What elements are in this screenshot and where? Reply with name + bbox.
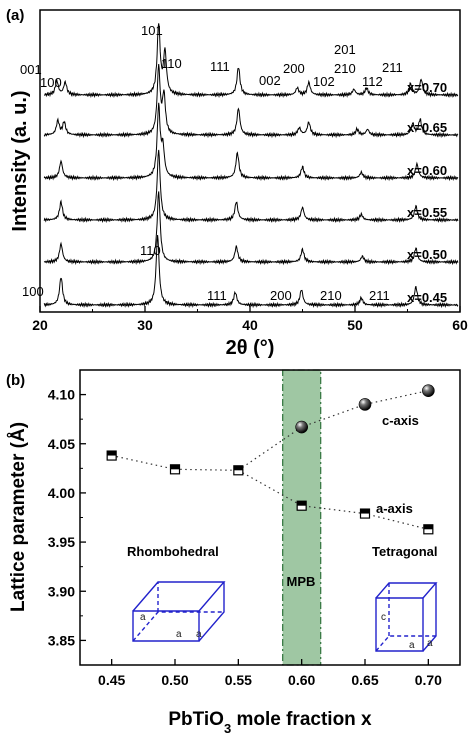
- peak-label-200-bottom: 200: [270, 288, 292, 303]
- xrd-trace: [43, 149, 459, 224]
- xrd-trace: [43, 235, 459, 309]
- xrd-trace: [44, 23, 459, 99]
- sphere-marker: [422, 384, 435, 397]
- series-label: x=0.60: [407, 163, 447, 178]
- panel-a-frame: [39, 9, 461, 313]
- half-square-marker: [106, 450, 117, 461]
- peak-label-201: 201: [334, 42, 356, 57]
- peak-label-001: 001: [20, 62, 42, 77]
- peak-label-210-bottom: 210: [320, 288, 342, 303]
- c-axis-label: c-axis: [382, 413, 419, 428]
- trend-line-a-axis: [238, 469, 429, 530]
- sphere-marker: [295, 420, 308, 434]
- panel-b-xlabel-main: PbTiO: [168, 709, 224, 730]
- tetragonal-cell-icon: [375, 582, 438, 652]
- x-tick-label: 30: [137, 317, 153, 333]
- half-square-marker: [423, 524, 434, 535]
- xrd-trace: [43, 102, 459, 182]
- panel-b-markers: [106, 384, 435, 535]
- phase-label-tetragonal: Tetragonal: [372, 544, 438, 559]
- peak-label-210-top: 210: [334, 61, 356, 76]
- x-tick-label: 0.55: [225, 672, 252, 688]
- x-tick-label: 20: [32, 317, 48, 333]
- half-square-marker: [169, 464, 181, 475]
- panel-b-trend-lines: [111, 390, 429, 530]
- panel-b-xlabel: PbTiO3 mole fraction x: [168, 709, 372, 733]
- sphere-marker: [358, 398, 372, 411]
- panel-b-ticks: 0.45 0.50 0.55 0.60 0.65 0.70 3.85 3.90 3.95 4.00…: [48, 369, 442, 688]
- panel-a-x-ticks: 20 30 40 50 60: [32, 306, 468, 333]
- tet-cell-a-2: a: [427, 638, 433, 649]
- peak-label-101: 101: [141, 23, 163, 38]
- tet-cell-a-1: a: [409, 640, 415, 651]
- half-square-marker: [296, 500, 307, 511]
- y-tick-label: 4.00: [48, 485, 75, 501]
- panel-b-ylabel: Lattice parameter (Å): [8, 422, 29, 612]
- x-tick-label: 0.65: [351, 672, 378, 688]
- y-tick-label: 3.95: [48, 534, 75, 550]
- a-axis-label: a-axis: [376, 501, 413, 516]
- panel-a-traces: [43, 23, 459, 309]
- rh-cell-a-3: a: [196, 629, 202, 640]
- panel-b-xlabel-sub: 3: [224, 721, 231, 733]
- half-square-marker: [359, 508, 371, 519]
- x-tick-label: 40: [242, 317, 258, 333]
- peak-label-112: 112: [362, 74, 383, 89]
- half-square-marker: [233, 465, 244, 476]
- series-label: x=0.65: [407, 120, 447, 135]
- peak-label-200-top: 200: [283, 61, 305, 76]
- peak-label-211-bottom: 211: [369, 288, 390, 303]
- trend-line-c-axis: [237, 390, 429, 471]
- peak-label-110-top: 110: [161, 56, 182, 71]
- peak-label-211-top: 211: [382, 60, 403, 75]
- y-tick-label: 3.85: [48, 632, 75, 648]
- y-tick-label: 3.90: [48, 583, 75, 599]
- panel-a-ylabel: Intensity (a. u.): [9, 90, 31, 231]
- x-tick-label: 0.70: [415, 672, 442, 688]
- rh-cell-a-1: a: [140, 612, 146, 623]
- x-tick-label: 60: [452, 317, 468, 333]
- series-label: x=0.70: [407, 80, 447, 95]
- peak-label-100-top: 100: [40, 75, 62, 90]
- x-tick-label: 0.60: [288, 672, 315, 688]
- rh-cell-a-2: a: [176, 629, 182, 640]
- panel-a-xlabel: 2θ (°): [226, 337, 275, 359]
- x-tick-label: 0.45: [98, 672, 125, 688]
- series-label: x=0.55: [407, 205, 447, 220]
- peak-label-002: 002: [259, 73, 281, 88]
- mpb-label: MPB: [287, 574, 316, 589]
- x-tick-label: 0.50: [161, 672, 188, 688]
- peak-label-111-bottom: 111: [207, 288, 227, 303]
- y-tick-label: 4.10: [48, 387, 75, 403]
- rhombohedral-cell-icon: [132, 581, 226, 642]
- xrd-trace: [43, 64, 459, 139]
- panel-a-series-labels: x=0.70 x=0.65 x=0.60 x=0.55 x=0.50 x=0.45: [407, 80, 447, 305]
- tet-cell-c: c: [381, 612, 386, 623]
- x-tick-label: 50: [347, 317, 363, 333]
- mpb-band: [282, 369, 322, 666]
- panel-b-xlabel-rest: mole fraction x: [231, 709, 372, 730]
- series-label: x=0.50: [407, 247, 447, 262]
- peak-label-102: 102: [313, 74, 335, 89]
- panel-b-label: (b): [6, 372, 25, 389]
- panel-a-label: (a): [6, 7, 24, 24]
- peak-label-100-bottom: 100: [22, 284, 44, 299]
- peak-label-111-top: 111: [210, 59, 230, 74]
- y-tick-label: 4.05: [48, 436, 75, 452]
- phase-label-rhombohedral: Rhombohedral: [127, 544, 219, 559]
- series-label: x=0.45: [407, 290, 447, 305]
- xrd-trace: [43, 191, 459, 266]
- peak-label-110-bottom: 110: [140, 243, 161, 258]
